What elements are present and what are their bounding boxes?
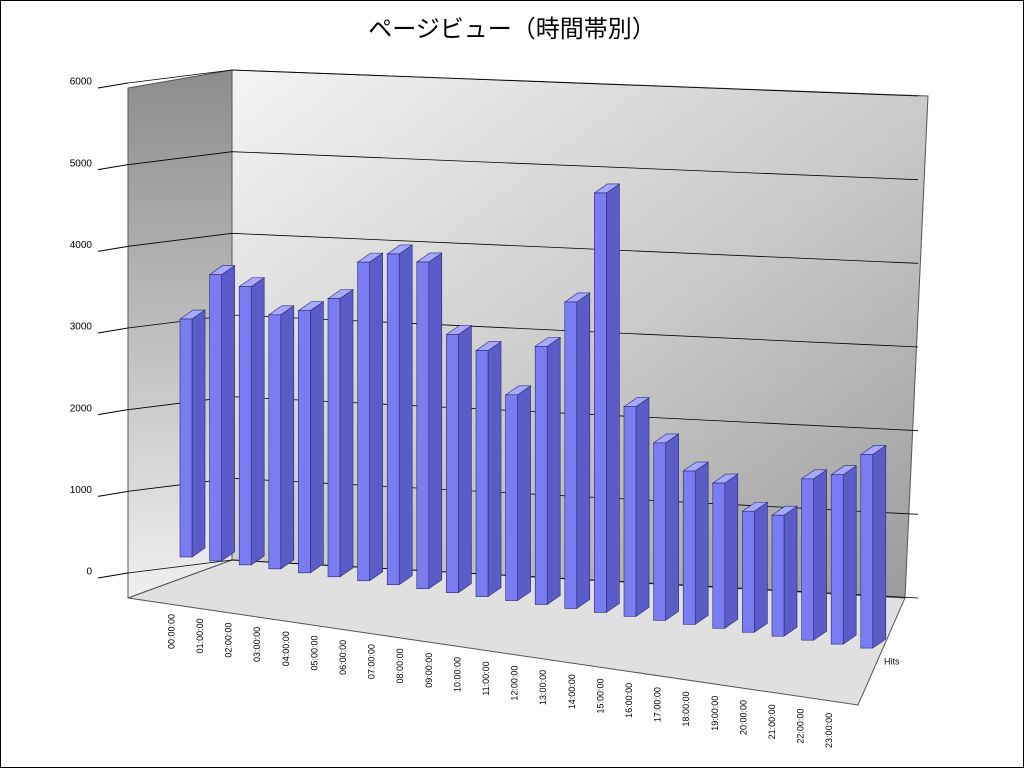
floor [127,559,906,706]
bar [179,318,193,558]
series-label: Hits [884,656,900,666]
y-tick-label: 3000 [70,322,93,333]
x-tick-label: 10:00:00 [452,657,462,692]
x-tick-label: 13:00:00 [538,670,548,705]
x-tick-label: 18:00:00 [681,691,691,726]
x-tick-label: 19:00:00 [710,696,720,731]
bar-side [487,340,502,598]
tick-mark [97,327,129,334]
y-tick-label: 6000 [70,77,93,88]
bar [505,394,518,601]
bar-side [576,292,591,610]
bar [801,478,814,641]
tick-mark [97,82,129,89]
bar-side [635,397,650,617]
bar [386,253,400,586]
x-tick-label: 03:00:00 [252,627,262,662]
bar-side [842,465,857,645]
bar-side [783,505,798,637]
bar-side [606,183,620,614]
x-tick-label: 06:00:00 [338,640,348,675]
grid-line [127,151,919,181]
bar-side [191,309,206,558]
x-tick-label: 16:00:00 [624,683,634,718]
bar-side [665,433,679,621]
bar [712,482,726,629]
x-tick-label: 09:00:00 [424,653,434,688]
bar-side [517,385,531,602]
bar [475,350,489,597]
bar-side [546,336,561,606]
bar [416,261,430,589]
chart-title: ページビュー（時間帯別） [368,15,656,43]
bar [742,510,755,633]
x-tick-label: 20:00:00 [738,700,748,735]
bar-side [694,461,709,625]
y-tick-label: 0 [86,567,92,578]
x-tick-label: 22:00:00 [796,709,806,744]
x-tick-label: 21:00:00 [767,704,777,739]
bar [327,298,341,578]
tick-mark [97,572,129,579]
x-tick-label: 04:00:00 [281,631,291,666]
bar-side [250,277,265,566]
tick-mark [97,490,129,497]
bar [623,406,637,617]
bar [357,261,370,582]
x-tick-label: 23:00:00 [824,713,834,748]
bar [534,346,548,605]
bar-side [872,444,887,649]
bar [268,314,282,570]
x-tick-label: 17:00:00 [653,687,663,722]
y-tick-label: 2000 [70,403,93,414]
x-tick-label: 00:00:00 [166,614,176,649]
bar [238,286,252,566]
bar-side [458,324,472,594]
grid-line [127,232,919,264]
x-tick-label: 12:00:00 [510,666,520,701]
bar-side [428,252,443,590]
bar-side [724,473,739,629]
bar [830,474,844,645]
bar [446,334,459,593]
bar [682,470,696,625]
x-tick-label: 11:00:00 [481,661,491,695]
x-tick-label: 05:00:00 [309,636,319,671]
bar [860,454,874,649]
bar-side [369,252,383,582]
bar-side [339,288,354,578]
bar [209,274,222,562]
x-tick-label: 14:00:00 [567,674,577,709]
bar-side [813,469,827,641]
x-tick-label: 07:00:00 [367,644,377,679]
bar-side [398,244,413,586]
bar [594,192,607,613]
x-tick-label: 01:00:00 [195,618,205,653]
x-tick-label: 02:00:00 [224,623,234,658]
bar [564,301,578,609]
x-tick-label: 08:00:00 [395,648,405,683]
tick-mark [97,164,129,171]
bar-side [221,265,235,562]
bar-side [754,501,768,633]
x-tick-label: 15:00:00 [595,679,605,714]
y-tick-label: 1000 [70,485,93,496]
bar [298,310,311,574]
grid-line [127,69,919,97]
tick-mark [97,409,129,416]
y-tick-label: 4000 [70,240,93,251]
bar-side [280,305,295,570]
bar [653,442,666,621]
y-tick-label: 5000 [70,158,93,169]
bar [771,514,785,637]
tick-mark [97,245,129,252]
bar-side [310,301,324,574]
